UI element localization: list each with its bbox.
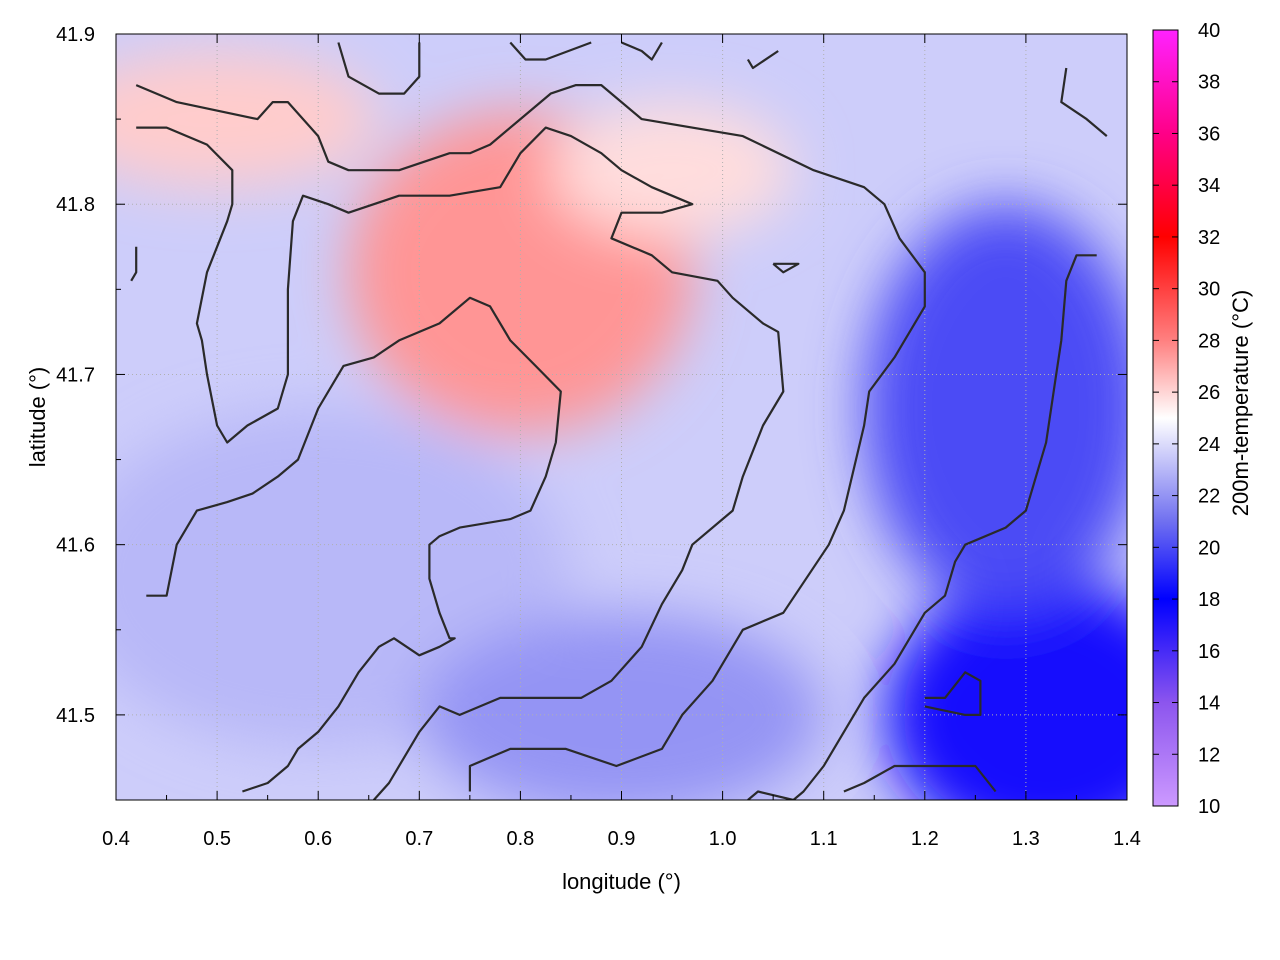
colorbar-tick-label: 18 [1198, 589, 1220, 611]
colorbar-tick-label: 30 [1198, 279, 1220, 301]
cool-region-1 [864, 204, 1127, 613]
colorbar-tick-label: 38 [1198, 72, 1220, 94]
x-tick-label: 1.2 [911, 828, 939, 850]
colorbar-tick-label: 26 [1198, 382, 1220, 404]
colorbar-tick-label: 20 [1198, 537, 1220, 559]
contour-line-4 [337, 42, 421, 95]
colorbar: 10 12 14 16 18 20 22 24 26 28 30 32 34 36 38 40 [1152, 20, 1220, 818]
x-tick-label: 0.4 [102, 828, 130, 850]
y-tick-label: 41.8 [56, 194, 95, 216]
contour-line-2 [146, 296, 562, 793]
contour-line-0 [135, 84, 926, 792]
x-tick-label: 1.3 [1012, 828, 1040, 850]
x-axis: 0.4 0.5 0.6 0.7 0.8 0.9 1.0 1.1 1.2 1.3 1.4 [102, 34, 1141, 850]
heatmap-layer [116, 34, 1127, 800]
y-axis-title: latitude (°) [25, 367, 50, 468]
x-tick-label: 1.0 [709, 828, 737, 850]
contour-line-6 [621, 41, 663, 61]
colorbar-tick-label: 34 [1198, 175, 1220, 197]
x-tick-label: 0.6 [304, 828, 332, 850]
x-axis-title: longitude (°) [562, 869, 681, 894]
y-tick-label: 41.9 [56, 24, 95, 46]
contour-lines [130, 41, 1108, 800]
contour-line-5 [509, 41, 592, 61]
colorbar-tick-label: 28 [1198, 330, 1220, 352]
colorbar-tick-label: 40 [1198, 20, 1220, 42]
contour-line-3 [747, 254, 1097, 800]
contour-line-8 [1060, 67, 1108, 137]
contour-line-9 [130, 246, 138, 282]
colorbar-tick-label: 24 [1198, 434, 1220, 456]
x-tick-label: 0.5 [203, 828, 231, 850]
x-tick-label: 0.8 [506, 828, 534, 850]
colorbar-tick-label: 14 [1198, 693, 1220, 715]
cool-region-0 [884, 578, 1127, 800]
contour-line-1 [136, 126, 785, 800]
colorbar-title: 200m-temperature (°C) [1228, 290, 1253, 516]
y-tick-label: 41.5 [56, 705, 95, 727]
contour-line-12 [843, 764, 997, 793]
colorbar-tick-label: 10 [1198, 796, 1220, 818]
x-tick-label: 0.9 [608, 828, 636, 850]
y-axis: 41.5 41.6 41.7 41.8 41.9 [56, 24, 1127, 801]
colorbar-gradient [1152, 29, 1179, 807]
contour-line-11 [924, 671, 982, 716]
colorbar-ticks: 10 12 14 16 18 20 22 24 26 28 30 32 34 36 38 40 [1153, 20, 1220, 818]
colorbar-tick-label: 12 [1198, 744, 1220, 766]
y-tick-label: 41.7 [56, 364, 95, 386]
colorbar-tick-label: 16 [1198, 641, 1220, 663]
colorbar-tick-label: 22 [1198, 486, 1220, 508]
warm-region-2 [550, 102, 794, 239]
colorbar-tick-label: 36 [1198, 123, 1220, 145]
warm-region-1 [116, 51, 379, 188]
x-tick-label: 1.1 [810, 828, 838, 850]
colorbar-tick-label: 32 [1198, 227, 1220, 249]
heatmap-regions [116, 51, 1127, 800]
contour-line-10 [772, 262, 800, 274]
y-tick-label: 41.6 [56, 535, 95, 557]
x-tick-label: 1.4 [1113, 828, 1141, 850]
x-tick-label: 0.7 [405, 828, 433, 850]
contour-line-7 [746, 50, 779, 70]
